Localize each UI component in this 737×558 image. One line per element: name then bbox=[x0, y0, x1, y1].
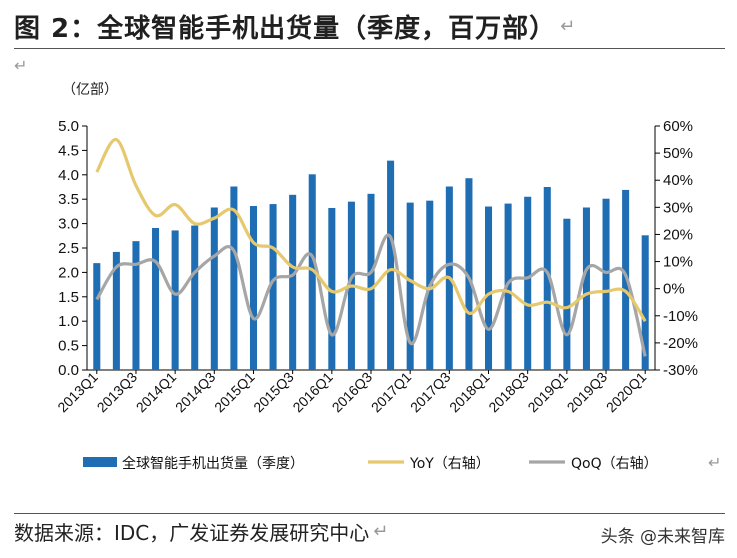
bar bbox=[93, 263, 101, 370]
legend-bar-swatch bbox=[83, 457, 117, 467]
left-tick-label: 2.0 bbox=[58, 264, 79, 281]
right-tick-label: -20% bbox=[663, 335, 698, 352]
return-mark-icon: ↵ bbox=[373, 520, 389, 542]
bar bbox=[171, 230, 179, 370]
x-tick-label: 2017Q3 bbox=[407, 369, 454, 416]
x-tick-label: 2019Q3 bbox=[564, 369, 611, 416]
left-tick-label: 5.0 bbox=[58, 118, 79, 135]
return-mark-icon: ↵ bbox=[560, 15, 576, 37]
x-tick-label: 2015Q3 bbox=[250, 369, 297, 416]
right-tick-label: -30% bbox=[663, 362, 698, 379]
source-divider bbox=[14, 513, 725, 514]
bar bbox=[524, 196, 532, 370]
legend-label-yoy: YoY（右轴） bbox=[409, 456, 490, 472]
left-tick-label: 2.5 bbox=[58, 240, 79, 257]
bar bbox=[230, 186, 238, 370]
bar bbox=[622, 189, 630, 370]
source-row: 数据来源：IDC，广发证券发展研究中心 ↵ bbox=[14, 514, 729, 548]
bar bbox=[367, 193, 375, 370]
left-tick-label: 4.0 bbox=[58, 167, 79, 184]
x-tick-label: 2019Q1 bbox=[524, 369, 571, 416]
x-tick-label: 2016Q3 bbox=[329, 369, 376, 416]
left-tick-label: 0.5 bbox=[58, 338, 79, 355]
title-divider bbox=[14, 48, 725, 49]
page-title: 图 2：全球智能手机出货量（季度，百万部） bbox=[14, 13, 557, 44]
left-tick-label: 1.5 bbox=[58, 289, 79, 306]
x-tick-label: 2018Q1 bbox=[446, 369, 493, 416]
right-tick-label: 0% bbox=[663, 281, 685, 298]
y-axis-unit-label: （亿部） bbox=[62, 82, 118, 98]
x-tick-label: 2016Q1 bbox=[289, 369, 336, 416]
header: 图 2：全球智能手机出货量（季度，百万部） ↵ bbox=[14, 6, 729, 46]
bar bbox=[132, 241, 140, 370]
bar bbox=[269, 204, 277, 370]
right-tick-label: -10% bbox=[663, 308, 698, 325]
bar bbox=[563, 218, 571, 370]
right-tick-label: 60% bbox=[663, 118, 693, 135]
bar bbox=[328, 207, 336, 370]
left-tick-label: 0.0 bbox=[58, 362, 79, 379]
shipment-chart: （亿部） 0.0 0.5 1.0 1.5 2.0 2.5 3.0 3.5 4.0 4.5 5.0 -30… bbox=[54, 82, 721, 472]
x-tick-label: 2015Q1 bbox=[211, 369, 258, 416]
x-tick-label: 2014Q3 bbox=[172, 369, 219, 416]
bar bbox=[249, 206, 258, 370]
bar bbox=[112, 251, 120, 370]
left-tick-label: 1.0 bbox=[58, 313, 79, 330]
yoy-line bbox=[95, 138, 647, 323]
bar bbox=[152, 227, 160, 370]
x-tick-label: 2020Q1 bbox=[603, 369, 650, 416]
paragraph-mark-icon: ↵ bbox=[14, 56, 28, 75]
bar bbox=[504, 203, 512, 370]
bar bbox=[308, 174, 316, 370]
x-tick-label: 2017Q1 bbox=[368, 369, 415, 416]
bar bbox=[210, 207, 218, 370]
x-tick-label: 2018Q3 bbox=[485, 369, 532, 416]
bar bbox=[289, 194, 297, 370]
bar bbox=[406, 202, 414, 370]
source-text: 数据来源：IDC，广发证券发展研究中心 bbox=[14, 520, 370, 545]
return-mark-icon: ↵ bbox=[708, 453, 721, 472]
bar bbox=[582, 207, 590, 370]
x-tick-label: 2014Q1 bbox=[133, 369, 180, 416]
bar bbox=[484, 206, 493, 370]
right-tick-label: 30% bbox=[663, 199, 693, 216]
right-tick-label: 20% bbox=[663, 226, 693, 243]
legend-label-shipments: 全球智能手机出货量（季度） bbox=[122, 455, 304, 472]
bar bbox=[602, 198, 610, 370]
bar bbox=[543, 187, 551, 370]
x-tick-label: 2013Q3 bbox=[94, 369, 141, 416]
right-tick-label: 40% bbox=[663, 172, 693, 189]
bar bbox=[641, 235, 649, 370]
bar bbox=[387, 160, 395, 370]
left-tick-label: 3.0 bbox=[58, 216, 79, 233]
watermark: 头条 @未来智库 bbox=[600, 527, 725, 547]
left-tick-label: 3.5 bbox=[58, 191, 79, 208]
bar bbox=[191, 225, 199, 370]
legend-label-qoq: QoQ（右轴） bbox=[571, 456, 658, 472]
right-tick-label: 50% bbox=[663, 145, 693, 162]
left-tick-label: 4.5 bbox=[58, 142, 79, 159]
right-tick-label: 10% bbox=[663, 254, 693, 271]
bar bbox=[465, 178, 473, 370]
